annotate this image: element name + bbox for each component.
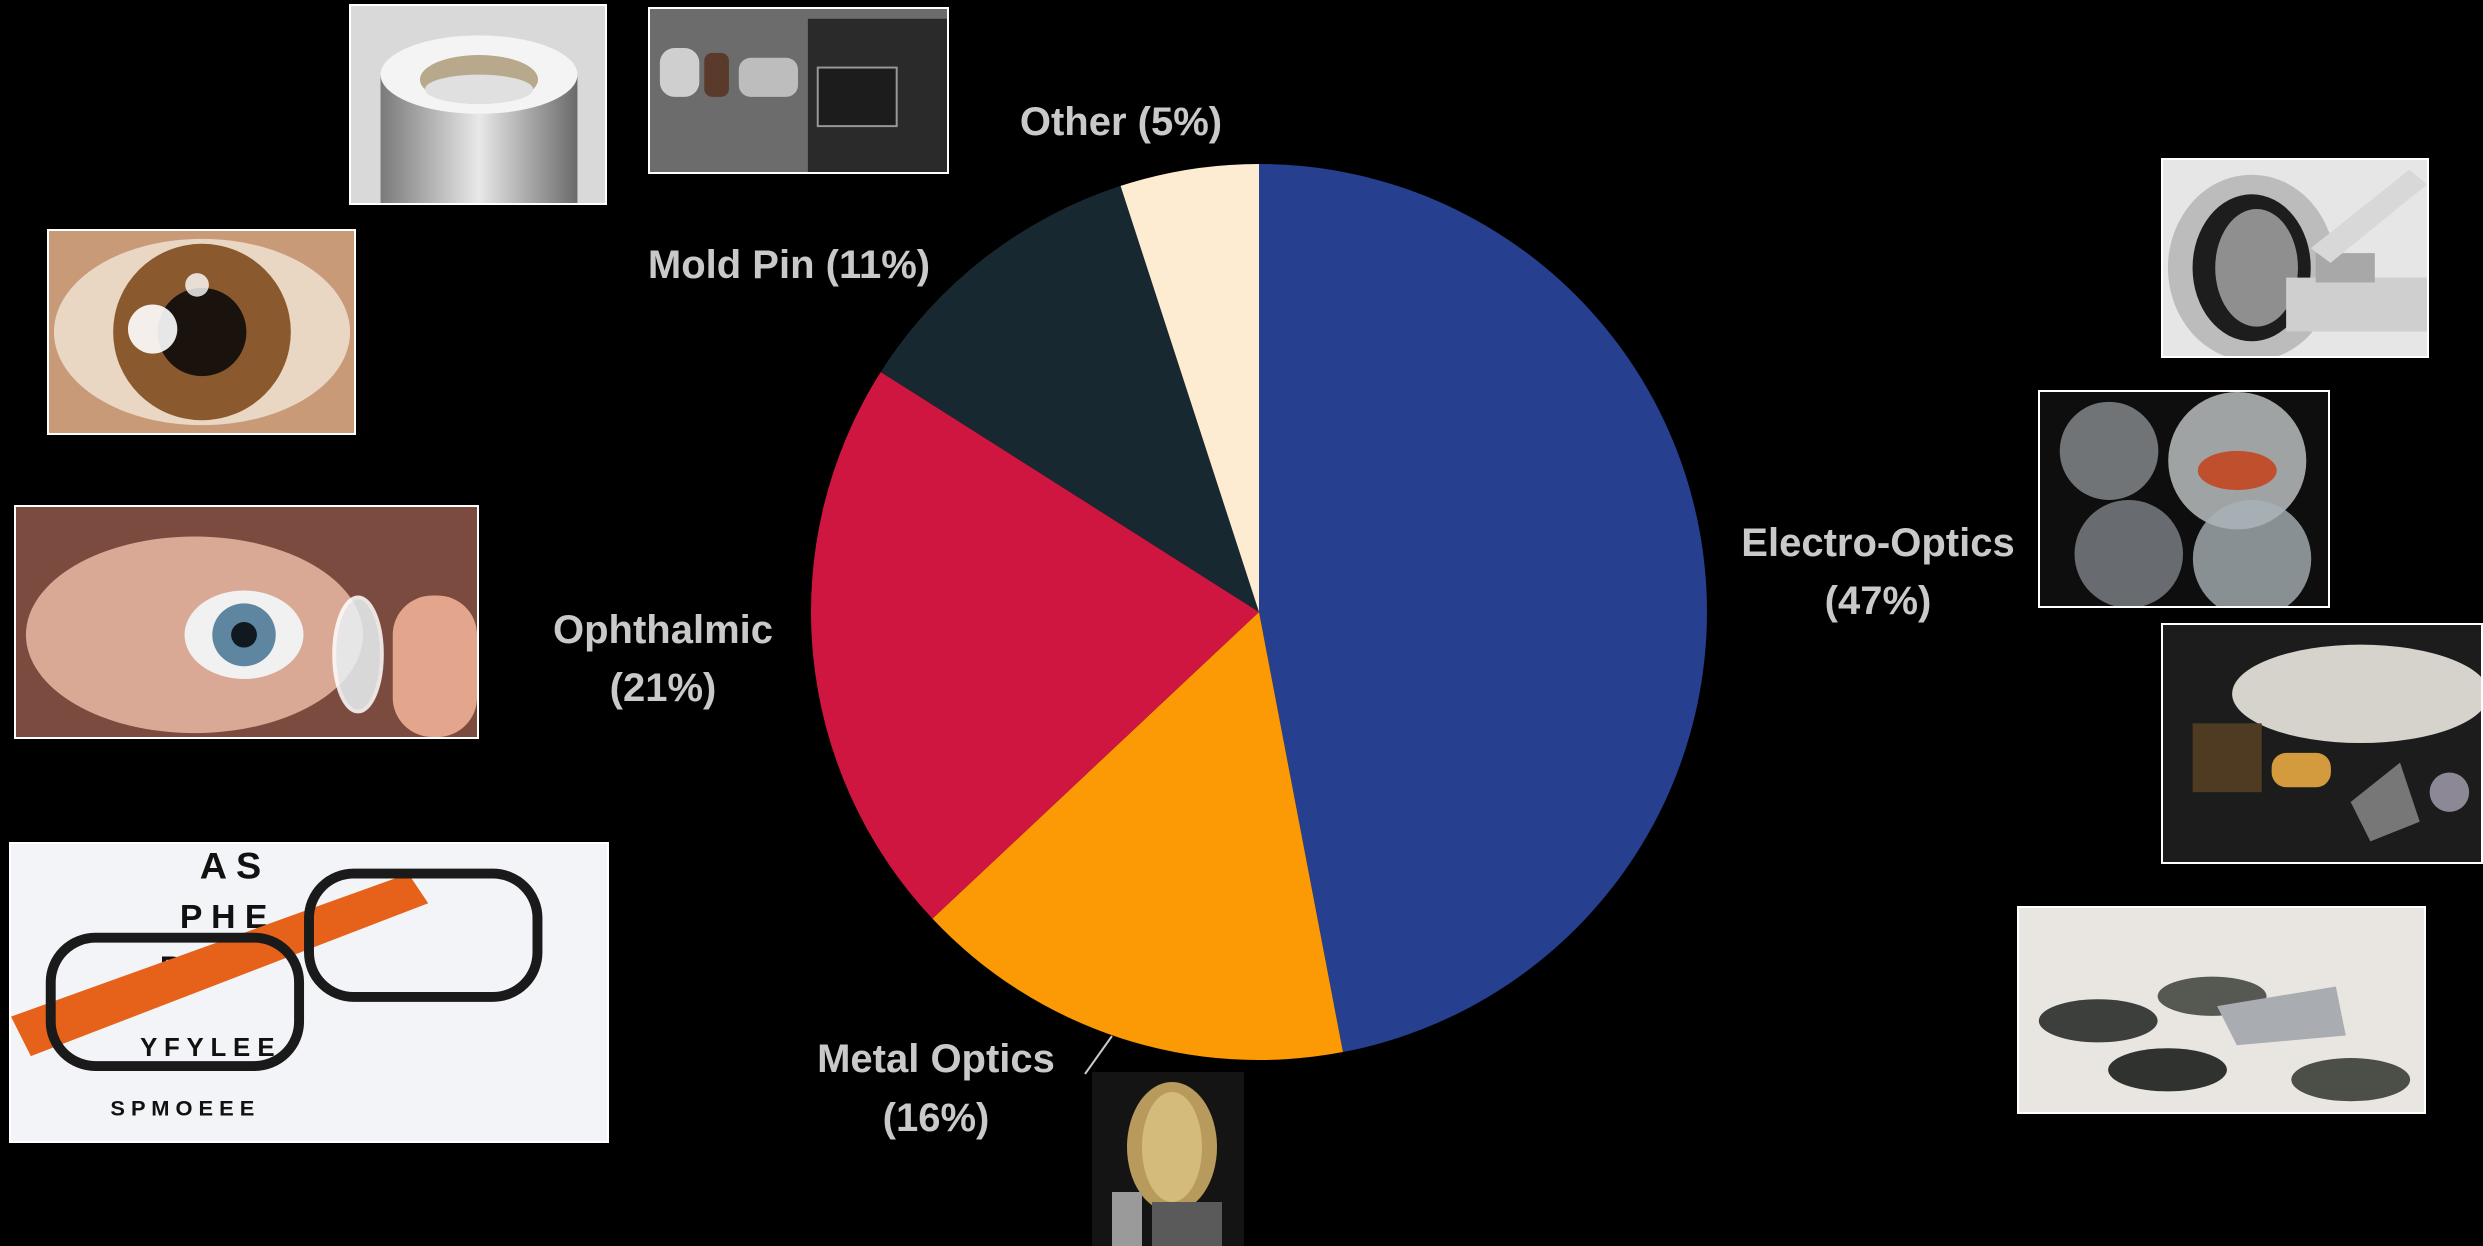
metal-optics-leader-line <box>1084 1035 1113 1075</box>
label-electro-optics-pct: (47%) <box>1825 579 1932 623</box>
glass-lenses-photo <box>2038 390 2330 608</box>
contact-lens-photo <box>14 505 479 739</box>
pie-slice-electro-optics <box>1259 164 1707 1053</box>
eyeglasses-eye-chart-photo: A S P H E R N Y F Y L E E S P M O E E E <box>9 842 609 1143</box>
label-metal-optics-pct: (16%) <box>883 1096 990 1140</box>
label-metal-optics: Metal Optics <box>817 1037 1055 1081</box>
label-ophthalmic: Ophthalmic <box>553 608 773 652</box>
svg-text:S P M O E E E: S P M O E E E <box>110 1095 254 1120</box>
svg-text:A S: A S <box>200 845 262 887</box>
coated-lenses-photo <box>2017 906 2426 1114</box>
pie-slice-ophthalmic <box>810 371 1259 919</box>
camera-module-lens-photo <box>648 7 949 174</box>
label-other: Other (5%) <box>1020 100 1222 144</box>
pie-slice-metal-optics <box>932 612 1343 1060</box>
label-electro-optics: Electro-Optics <box>1741 521 2014 565</box>
pie-slice-mold-pin <box>880 185 1259 612</box>
label-mold-pin: Mold Pin (11%) <box>648 243 930 287</box>
pie-slices <box>810 164 1707 1060</box>
metal-mirror-photo <box>1092 1072 1244 1246</box>
molded-lens-photo <box>349 4 607 205</box>
eye-closeup-photo <box>47 229 356 435</box>
pie-slice-other <box>1120 164 1259 612</box>
diamond-turning-machine-photo <box>2161 158 2429 358</box>
svg-text:Y F Y L E E: Y F Y L E E <box>140 1034 274 1062</box>
label-ophthalmic-pct: (21%) <box>610 666 717 710</box>
infrared-optics-photo <box>2161 623 2483 864</box>
